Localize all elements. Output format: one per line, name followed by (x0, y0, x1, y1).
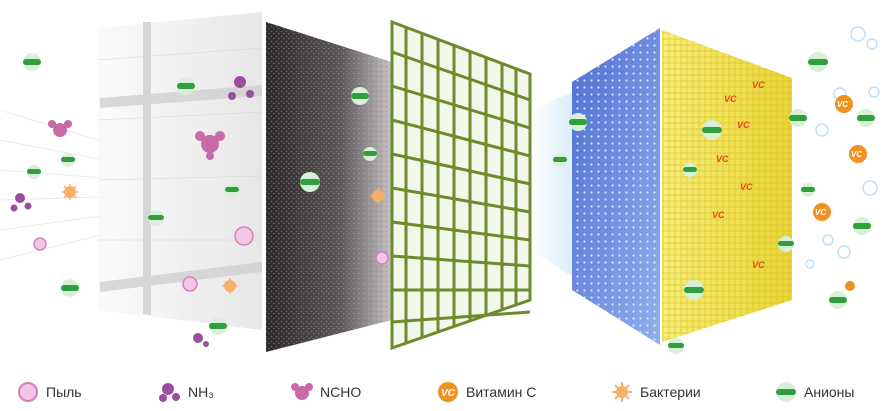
nh3-icon (159, 383, 180, 402)
mesh-filter (390, 19, 532, 351)
nh3-icon (10, 193, 32, 212)
vc-mark: VC (724, 94, 737, 104)
anion-icon (27, 165, 41, 179)
anion-icon (808, 52, 828, 72)
svg-text:VC: VC (441, 388, 456, 399)
anion-icon (61, 279, 79, 297)
svg-text:VC: VC (837, 100, 848, 109)
vitamin-c-icon: VC (438, 382, 458, 402)
dust-icon (182, 276, 198, 292)
anion-icon (801, 183, 815, 197)
dust-particles (33, 226, 389, 292)
ncho-molecules (48, 120, 225, 160)
vitamin-c-filter (662, 30, 792, 342)
legend-item-dust: Пыль (16, 380, 82, 404)
bacteria-icon (612, 382, 632, 402)
dust-icon (18, 382, 38, 402)
legend-label: Пыль (46, 384, 82, 400)
anion-icon (351, 87, 369, 105)
legend-label: NH₃ (188, 384, 214, 400)
legend-item-bacteria: Бактерии (610, 380, 701, 404)
anion-icon (702, 120, 722, 140)
anion-icon (857, 109, 875, 127)
filtration-diagram: VC VC VC VC VC VC VC (0, 12, 880, 354)
legend-item-nh3: NH₃ (158, 380, 214, 404)
vitamin-c-icon: VC (849, 145, 867, 163)
anion-icon (683, 163, 697, 177)
anion-icon (829, 291, 847, 309)
bacteria-icon (370, 188, 386, 204)
legend-item-vitamin-c: VC Витамин С (436, 380, 536, 404)
legend-label: NCHO (320, 384, 362, 400)
anions (23, 52, 875, 354)
anion-icon (23, 53, 41, 71)
dust-icon (234, 226, 254, 246)
anion-icon (177, 77, 195, 95)
legend: Пыль NH₃ NCHO VC Витамин С Бактерии Анио… (0, 372, 889, 411)
nh3-molecules (10, 76, 254, 347)
legend-label: Бактерии (640, 384, 701, 400)
bacteria-icon (62, 184, 78, 200)
hepa-filter (572, 28, 660, 345)
vc-mark: VC (752, 80, 765, 90)
svg-text:VC: VC (815, 208, 826, 217)
nh3-icon (228, 76, 254, 100)
bacteria-group (62, 184, 386, 294)
anion-icon (668, 338, 684, 354)
nh3-icon (193, 333, 209, 347)
anion-icon (148, 210, 164, 226)
ncho-icon (48, 120, 72, 137)
anion-icon (225, 183, 239, 197)
vc-mark: VC (712, 210, 725, 220)
anion-icon (553, 153, 567, 167)
svg-text:VC: VC (851, 150, 862, 159)
vc-mark: VC (740, 182, 753, 192)
legend-label: Витамин С (466, 384, 537, 400)
anion-icon (789, 109, 807, 127)
legend-label: Анионы (804, 384, 855, 400)
ncho-icon (195, 131, 225, 160)
anion-icon (209, 317, 227, 335)
anion-icon (61, 153, 75, 167)
vitamin-c-orbs: VC VC VC (813, 95, 867, 291)
legend-item-anions: Анионы (774, 380, 854, 404)
dust-icon (375, 251, 389, 265)
vc-mark: VC (716, 154, 729, 164)
dust-icon (33, 237, 47, 251)
vitamin-c-icon (845, 281, 855, 291)
anion-icon (300, 172, 320, 192)
anion-icon (363, 147, 377, 161)
carbon-filter (266, 22, 392, 352)
vitamin-c-icon: VC (813, 203, 831, 221)
air-glow (530, 90, 578, 280)
vc-mark: VC (737, 120, 750, 130)
anion-icon (853, 217, 871, 235)
pre-filter (97, 12, 263, 330)
anion-icon (776, 382, 796, 402)
vc-marks: VC VC VC VC VC VC VC (712, 80, 765, 270)
ncho-icon (291, 383, 313, 400)
vc-mark: VC (752, 260, 765, 270)
anion-icon (569, 113, 587, 131)
bacteria-icon (222, 278, 238, 294)
legend-item-ncho: NCHO (290, 380, 361, 404)
vitamin-c-icon: VC (835, 95, 853, 113)
anion-icon (684, 280, 704, 300)
anion-icon (778, 236, 794, 252)
